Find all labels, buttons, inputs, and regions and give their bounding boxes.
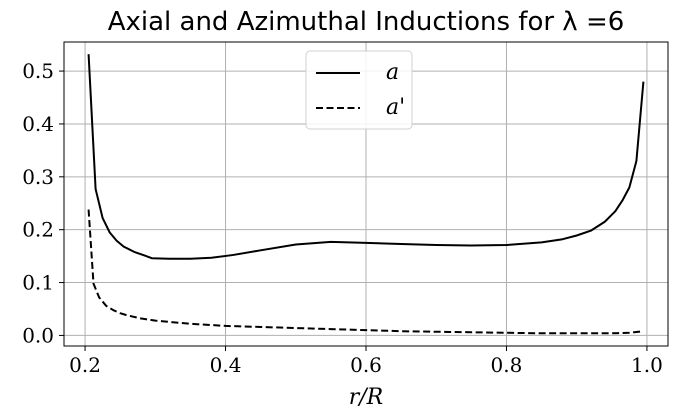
ticks: 0.2 0.4 0.6 0.8 1.0 0.0 0.1 0.2 0.3 0.4 0.5 (22, 59, 663, 377)
y-tick-label: 0.4 (22, 112, 54, 136)
series-layer (87, 54, 645, 335)
y-tick-label: 0.5 (22, 59, 54, 83)
x-tick-label: 0.2 (69, 353, 101, 377)
x-tick-label: 0.8 (491, 353, 523, 377)
legend-box (305, 50, 413, 130)
series-line-a-prime (87, 209, 644, 335)
series-line-a (87, 54, 645, 260)
y-tick-label: 0.0 (22, 323, 54, 347)
x-axis-label: r/R (349, 385, 384, 410)
x-tick-label: 0.4 (210, 353, 242, 377)
x-tick-label: 1.0 (631, 353, 663, 377)
chart-title: Axial and Azimuthal Inductions for λ =6 (108, 7, 625, 37)
y-tick-label: 0.1 (22, 271, 54, 295)
legend-label-a-prime: a' (386, 95, 405, 120)
y-tick-label: 0.3 (22, 165, 54, 189)
x-tick-label: 0.6 (350, 353, 382, 377)
legend: a a' (305, 50, 413, 130)
y-tick-label: 0.2 (22, 218, 54, 242)
legend-label-a: a (386, 60, 399, 85)
